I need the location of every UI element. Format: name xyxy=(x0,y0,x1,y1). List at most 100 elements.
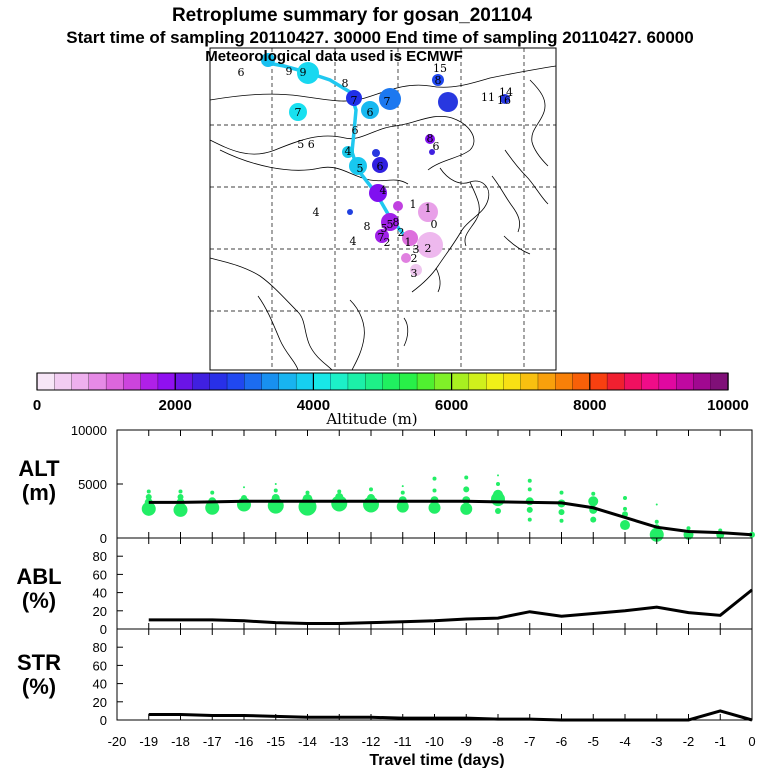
colorbar-tick-label: 0 xyxy=(33,397,41,414)
colorbar-cell xyxy=(330,372,349,391)
cluster-dot xyxy=(393,201,403,211)
cluster-dot xyxy=(372,149,380,157)
cluster-label: 5 xyxy=(381,222,388,235)
str-panel: 80 60 40 20 0 xyxy=(93,628,753,728)
colorbar-cell xyxy=(589,372,608,391)
cluster-label: 6 xyxy=(367,106,374,119)
colorbar-cell xyxy=(572,372,591,391)
cluster-dot xyxy=(346,90,362,106)
alt-point xyxy=(590,516,597,523)
abl-line xyxy=(148,588,753,626)
colorbar-cell xyxy=(537,372,556,391)
colorbar-cell xyxy=(54,372,73,391)
colorbar-cell xyxy=(676,372,695,391)
cluster-label: 2 xyxy=(425,242,432,255)
cluster-label: 3 xyxy=(413,243,420,256)
cluster-label: 7 xyxy=(378,231,385,244)
alt-point xyxy=(428,501,441,514)
str-ytick-label: 40 xyxy=(93,677,107,692)
str-ylabel-line2: (%) xyxy=(22,674,56,699)
cluster-label: 7 xyxy=(351,94,358,107)
alt-panel: 10000 5000 0 xyxy=(71,423,755,546)
cluster-dot xyxy=(401,253,411,263)
x-tick-label: -20 xyxy=(108,734,127,749)
alt-point xyxy=(305,490,310,495)
cluster-dot xyxy=(349,157,367,175)
colorbar-tick-label: 8000 xyxy=(573,397,606,414)
cluster-label: 14 xyxy=(499,86,513,99)
cluster-label: 0 xyxy=(431,218,438,231)
colorbar-cell xyxy=(347,372,366,391)
cluster-dot xyxy=(429,149,435,155)
x-tick-label: -4 xyxy=(619,734,631,749)
cluster-dot xyxy=(347,209,353,215)
cluster-dot xyxy=(261,53,275,67)
alt-ylabel-line1: ALT xyxy=(18,456,60,481)
altitude-colorbar: 0 2000 4000 6000 8000 10000 Altitude (m) xyxy=(33,372,749,428)
figure-title: Retroplume summary for gosan_201104 xyxy=(172,5,533,26)
cluster-dot xyxy=(402,230,418,246)
str-ytick-label: 60 xyxy=(93,658,107,673)
cluster-label: 8 xyxy=(342,77,349,90)
str-line xyxy=(148,709,753,722)
colorbar-cell xyxy=(209,372,228,391)
colorbar-cell xyxy=(36,372,55,391)
cluster-label: 4 xyxy=(313,206,320,219)
cluster-dot xyxy=(297,62,319,84)
alt-point xyxy=(496,482,500,486)
cluster-label: 4 xyxy=(380,184,387,197)
abl-ytick-label: 40 xyxy=(93,586,107,601)
alt-point xyxy=(337,489,342,494)
abl-ytick-label: 80 xyxy=(93,549,107,564)
x-tick-label: -3 xyxy=(651,734,663,749)
colorbar-cell xyxy=(123,372,142,391)
alt-point xyxy=(526,506,533,513)
alt-point xyxy=(331,495,348,512)
alt-point xyxy=(463,486,470,493)
colorbar-cell xyxy=(192,372,211,391)
cluster-label: 1 xyxy=(425,202,432,215)
alt-point xyxy=(173,502,188,517)
colorbar-cell xyxy=(71,372,90,391)
cluster-dot xyxy=(410,264,422,276)
colorbar-cell xyxy=(658,372,677,391)
alt-point xyxy=(654,519,659,524)
colorbar-cell xyxy=(399,372,418,391)
cluster-label: 6 xyxy=(238,66,245,79)
alt-point xyxy=(243,486,245,489)
x-tick-label: -8 xyxy=(492,734,504,749)
x-tick-label: -16 xyxy=(235,734,254,749)
map-clusters xyxy=(261,53,510,276)
colorbar-cell xyxy=(175,372,194,391)
x-tick-label: -13 xyxy=(330,734,349,749)
str-ytick-label: 0 xyxy=(100,713,107,728)
alt-point xyxy=(432,476,437,481)
x-tick-label: -17 xyxy=(203,734,222,749)
abl-ylabel-line2: (%) xyxy=(22,588,56,613)
x-tick-label: -14 xyxy=(298,734,317,749)
cluster-label: 5 xyxy=(357,162,364,175)
cluster-label: 1 xyxy=(405,236,412,249)
colorbar-cell xyxy=(313,372,332,391)
cluster-dot xyxy=(500,94,510,104)
colorbar-cell xyxy=(503,372,522,391)
colorbar-cell xyxy=(88,372,107,391)
colorbar-cell xyxy=(624,372,643,391)
alt-point xyxy=(558,509,565,516)
met-data-source: Meteorological data used is ECMWF xyxy=(205,48,463,65)
cluster-label: 1 xyxy=(410,198,417,211)
cluster-label: 2 xyxy=(398,226,405,239)
x-tick-label: -2 xyxy=(683,734,695,749)
colorbar-cell xyxy=(295,372,315,391)
cluster-label: 6 xyxy=(352,124,359,137)
alt-point xyxy=(460,502,473,515)
cluster-dot xyxy=(438,92,458,112)
cluster-label: 8 xyxy=(435,74,442,87)
x-tick-label: -15 xyxy=(266,734,285,749)
cluster-dot xyxy=(425,134,435,144)
sampling-times: Start time of sampling 20110427. 30000 E… xyxy=(66,28,693,47)
str-frame xyxy=(116,628,753,721)
x-tick-label: -10 xyxy=(425,734,444,749)
alt-point xyxy=(464,475,469,480)
